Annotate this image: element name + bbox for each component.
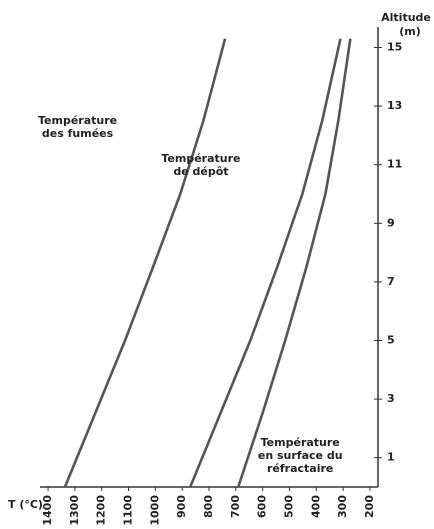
x-tick-label: 1000 bbox=[148, 495, 161, 526]
curve bbox=[189, 38, 342, 488]
curve bbox=[63, 38, 227, 488]
annotation: en surface du bbox=[258, 449, 343, 462]
annotation: de dépôt bbox=[173, 165, 228, 178]
x-tick-label: 400 bbox=[309, 495, 322, 518]
y-axis-label: (m) bbox=[399, 25, 421, 38]
annotation: des fumées bbox=[42, 127, 114, 140]
y-tick-label: 1 bbox=[387, 451, 395, 464]
x-tick-label: 1300 bbox=[68, 495, 81, 526]
x-tick-label: 1400 bbox=[41, 495, 54, 526]
x-tick-label: 1100 bbox=[122, 495, 135, 526]
y-tick-label: 13 bbox=[387, 99, 402, 112]
y-tick-label: 7 bbox=[387, 275, 395, 288]
annotation: Température bbox=[261, 436, 340, 449]
x-tick-label: 900 bbox=[175, 495, 188, 518]
x-tick-label: 600 bbox=[256, 495, 269, 518]
y-tick-label: 3 bbox=[387, 392, 395, 405]
x-tick-label: 1200 bbox=[95, 495, 108, 526]
curve bbox=[237, 38, 352, 488]
x-tick-label: 300 bbox=[336, 495, 349, 518]
y-tick-label: 15 bbox=[387, 41, 402, 54]
y-tick-label: 9 bbox=[387, 216, 395, 229]
y-tick-label: 11 bbox=[387, 158, 402, 171]
x-axis-label: T (°C) bbox=[8, 498, 43, 511]
x-tick-label: 800 bbox=[202, 495, 215, 518]
y-axis-label: Altitude bbox=[381, 11, 431, 24]
annotation: Température bbox=[161, 152, 240, 165]
x-tick-label: 700 bbox=[229, 495, 242, 518]
annotation: réfractaire bbox=[267, 462, 333, 475]
x-tick-label: 500 bbox=[282, 495, 295, 518]
x-tick-label: 200 bbox=[363, 495, 376, 518]
annotation: Température bbox=[38, 114, 117, 127]
y-tick-label: 5 bbox=[387, 334, 395, 347]
